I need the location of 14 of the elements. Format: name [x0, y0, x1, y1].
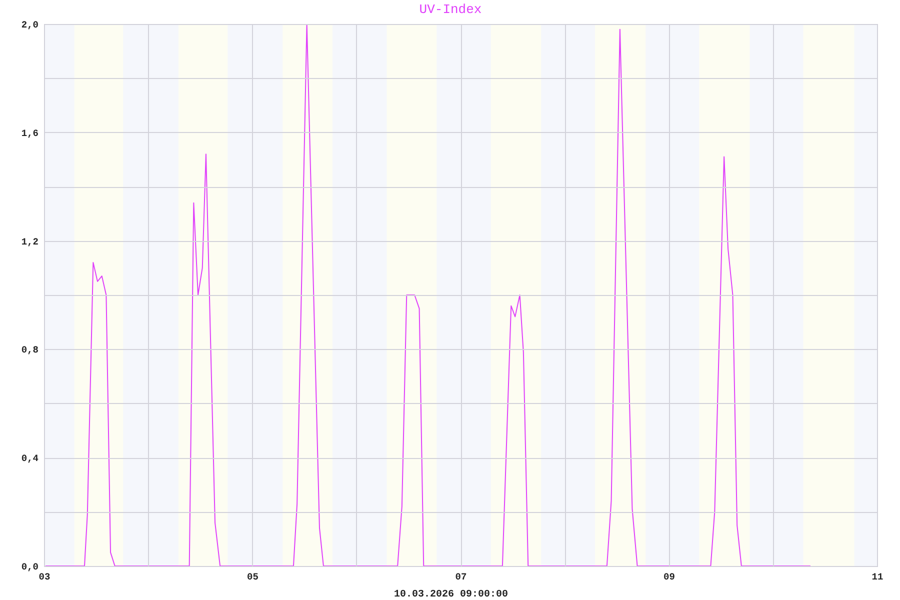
x-tick-label: 05 — [247, 572, 259, 582]
chart-title: UV-Index — [419, 2, 482, 17]
y-tick-label: 0,4 — [21, 453, 39, 464]
x-tick-label: 03 — [38, 572, 50, 582]
y-tick-label: 1,2 — [21, 236, 39, 248]
x-tick-label: 11 — [872, 572, 884, 582]
y-tick-label: 2,0 — [21, 20, 39, 30]
x-axis-title: 10.03.2026 09:00:00 — [394, 590, 508, 600]
y-tick-label: 0,0 — [21, 562, 39, 572]
x-tick-label: 09 — [664, 572, 676, 582]
line-series — [44, 24, 811, 566]
y-tick-label: 0,8 — [21, 344, 39, 356]
x-tick-label: 07 — [455, 572, 467, 582]
y-tick-label: 1,6 — [21, 128, 39, 139]
